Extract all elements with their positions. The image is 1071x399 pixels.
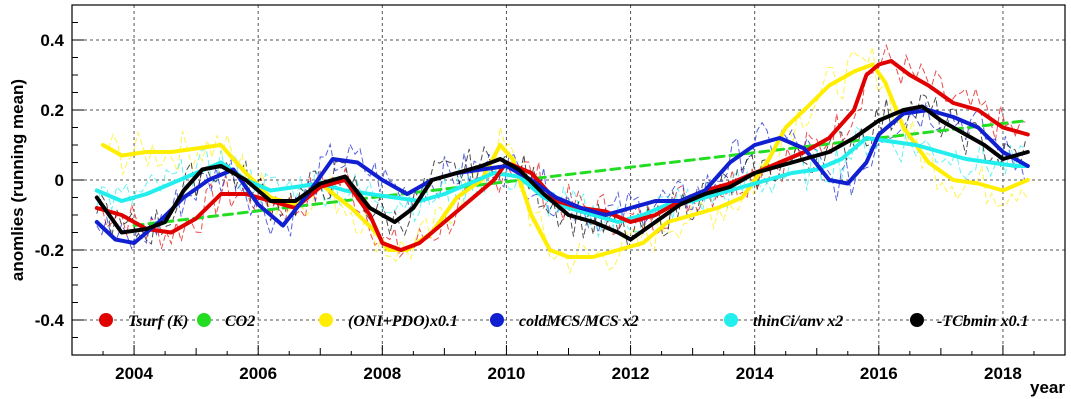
x-axis-title: year	[1030, 378, 1065, 397]
legend-marker	[99, 313, 113, 327]
series-lines	[94, 59, 1030, 259]
legend-label: coldMCS/MCS x2	[519, 313, 639, 330]
legend: Tsurf (K) CO2 (ONI+PDO)x0.1 coldMCS/MCS x2 t…	[99, 313, 1029, 330]
legend-marker	[490, 313, 504, 327]
axis-ticks	[72, 4, 1035, 356]
x-tick-label: 2006	[239, 364, 277, 383]
y-axis-title: anomlies (running mean)	[8, 79, 27, 281]
y-tick-label: 0	[55, 171, 64, 190]
legend-marker	[724, 313, 738, 327]
y-tick-label: 0.2	[40, 101, 64, 120]
legend-label: -TCbmin x0.1	[937, 313, 1029, 330]
legend-label: Tsurf (K)	[128, 313, 188, 330]
x-tick-label: 2008	[363, 364, 401, 383]
y-tick-label: -0.2	[35, 241, 64, 260]
y-tick-label: 0.4	[40, 31, 64, 50]
x-tick-label: 2010	[488, 364, 526, 383]
series-line	[94, 108, 1030, 245]
raw-dashed-line	[96, 93, 1026, 249]
series-line	[94, 104, 1030, 242]
y-tick-labels: -0.4 -0.2 0 0.2 0.4	[35, 31, 65, 330]
x-tick-label: 2004	[115, 364, 153, 383]
x-tick-label: 2018	[984, 364, 1022, 383]
x-tick-labels: 2004 2006 2008 2010 2012 2014 2016 2018	[115, 364, 1022, 383]
y-tick-label: -0.4	[35, 311, 65, 330]
legend-label: (ONI+PDO)x0.1	[348, 313, 458, 330]
x-tick-label: 2014	[736, 364, 774, 383]
x-tick-label: 2012	[612, 364, 650, 383]
legend-marker	[910, 313, 924, 327]
legend-label: CO2	[225, 313, 255, 330]
x-tick-label: 2016	[860, 364, 898, 383]
series-line	[94, 136, 1030, 224]
legend-label: thinCi/anv x2	[753, 313, 843, 330]
legend-marker	[197, 313, 211, 327]
legend-marker	[319, 313, 333, 327]
